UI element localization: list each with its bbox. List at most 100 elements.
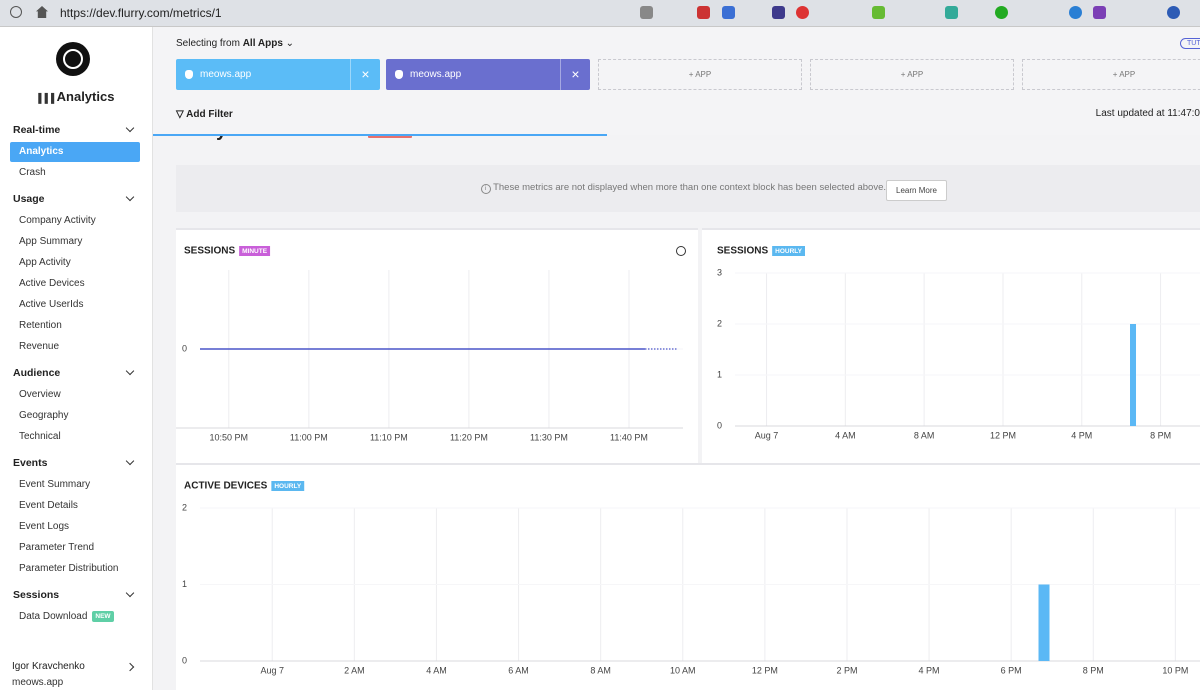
remove-app[interactable]: × (350, 59, 380, 90)
chart-title: SESSIONS (717, 246, 768, 257)
selector-scope: All Apps (242, 38, 283, 49)
nav-item[interactable]: Event Details (19, 500, 78, 511)
nav-item[interactable]: App Summary (19, 236, 83, 247)
x-tick-label: 8 AM (590, 665, 611, 675)
user-app: meows.app (12, 677, 64, 688)
x-tick-label: 4 AM (426, 665, 447, 675)
add-filter-text: Add Filter (186, 109, 233, 120)
app-tile[interactable]: meows.app × (176, 59, 380, 90)
ext-icon[interactable] (1093, 6, 1106, 19)
nav-item[interactable]: Technical (19, 431, 61, 442)
section-title: Sessions (13, 589, 60, 601)
nav-item[interactable]: Analytics (10, 142, 140, 162)
remove-app[interactable]: × (560, 59, 590, 90)
ext-icon[interactable] (995, 6, 1008, 19)
logo (56, 42, 90, 76)
app-name: meows.app (410, 69, 462, 80)
x-tick-label: 6 AM (508, 665, 529, 675)
x-tick-label: Aug 7 (260, 665, 284, 675)
y-tick-label: 1 (182, 579, 187, 589)
chart-title: ACTIVE DEVICES (184, 481, 268, 492)
new-badge: NEW (92, 611, 114, 622)
nav-item[interactable]: Event Summary (19, 479, 91, 490)
nav-item[interactable]: Parameter Distribution (19, 563, 119, 574)
section-title: Events (13, 457, 48, 469)
chart-badge: HOURLY (775, 248, 803, 255)
platform-icon (395, 70, 403, 79)
x-tick-label: 11:20 PM (450, 432, 488, 442)
selector[interactable]: Selecting from All Apps ⌄ (176, 38, 295, 49)
selector-label: Selecting from (176, 38, 240, 49)
x-tick-label: 2 PM (836, 665, 857, 675)
learn-more[interactable]: Learn More (886, 180, 947, 201)
ext-icon[interactable] (1069, 6, 1082, 19)
user-name[interactable]: Igor Kravchenko (12, 661, 85, 672)
y-tick-label: 0 (717, 420, 722, 430)
nav-item[interactable]: Data Download NEW (10, 607, 140, 627)
settings-icon[interactable] (676, 246, 686, 256)
nav-item[interactable]: Active UserIds (19, 299, 84, 310)
bar (1130, 324, 1137, 426)
nav-item[interactable]: Event Logs (19, 521, 70, 532)
last-updated: Last updated at 11:47:0 (1095, 108, 1200, 119)
x-tick-label: 8 PM (1083, 665, 1104, 675)
nav-item[interactable]: Overview (19, 389, 61, 400)
add-filter[interactable]: ▽ Add Filter (176, 109, 233, 120)
y-tick-label: 2 (717, 318, 722, 328)
ext-icon[interactable] (640, 6, 653, 19)
nav-item[interactable]: Parameter Trend (19, 542, 95, 553)
x-tick-label: 2 AM (344, 665, 365, 675)
nav-item[interactable]: Geography (19, 410, 69, 421)
tutorial-button[interactable]: TUT (1180, 38, 1200, 49)
add-app-slot[interactable]: + APP (1022, 59, 1200, 90)
ext-icon[interactable] (945, 6, 958, 19)
ext-icon[interactable] (872, 6, 885, 19)
nav-item[interactable]: Company Activity (19, 215, 96, 226)
card (176, 463, 1200, 690)
nav-item[interactable]: Revenue (19, 341, 60, 352)
x-tick-label: 11:40 PM (610, 432, 648, 442)
chart-badge-bg (271, 481, 305, 491)
bar (1038, 584, 1050, 661)
brand-text: Analytics (56, 89, 115, 104)
x-tick-label: 4 PM (919, 665, 940, 675)
nav-item[interactable]: Retention (19, 320, 62, 331)
chart-badge-bg (772, 246, 805, 256)
add-app-slot[interactable]: + APP (598, 59, 802, 90)
url[interactable]: https://dev.flurry.com/metrics/1 (60, 6, 222, 20)
chart-badge-bg (239, 246, 271, 256)
chart-badge: MINUTE (242, 248, 268, 255)
chart-title: SESSIONS (184, 246, 235, 257)
x-tick-label: 12 PM (752, 665, 778, 675)
ext-icon[interactable] (772, 6, 785, 19)
home-icon[interactable] (36, 6, 48, 18)
ext-icon[interactable] (1167, 6, 1180, 19)
y-tick-label: 0 (182, 343, 187, 353)
ext-icon[interactable] (796, 6, 809, 19)
x-tick-label: 11:30 PM (530, 432, 568, 442)
header: Selecting from All Apps ⌄ TUT meows.app ×… (153, 27, 1200, 135)
brand: ▐▐▐ Analytics (35, 89, 115, 104)
ext-icon[interactable] (697, 6, 710, 19)
x-tick-label: 10 PM (1162, 665, 1188, 675)
y-tick-label: 0 (182, 655, 187, 665)
x-tick-label: 8 AM (914, 430, 935, 440)
browser-bar: https://dev.flurry.com/metrics/1 (0, 0, 1200, 27)
app-tile[interactable]: meows.app × (386, 59, 590, 90)
notice-text: i These metrics are not displayed when m… (176, 182, 886, 194)
x-tick-label: 10:50 PM (210, 432, 249, 442)
nav-item-label: Data Download (19, 611, 88, 622)
nav-item[interactable]: Active Devices (19, 278, 85, 289)
nav-item[interactable]: App Activity (19, 257, 71, 268)
ext-icon[interactable] (722, 6, 735, 19)
notice: i These metrics are not displayed when m… (176, 165, 1200, 212)
add-app-slot[interactable]: + APP (810, 59, 1014, 90)
section-title: Audience (13, 367, 61, 379)
y-tick-label: 3 (717, 267, 722, 277)
chart-badge: HOURLY (274, 483, 302, 490)
reload-icon[interactable] (10, 6, 22, 18)
nav-item[interactable]: Crash (19, 167, 46, 178)
section-title: Usage (13, 193, 45, 205)
